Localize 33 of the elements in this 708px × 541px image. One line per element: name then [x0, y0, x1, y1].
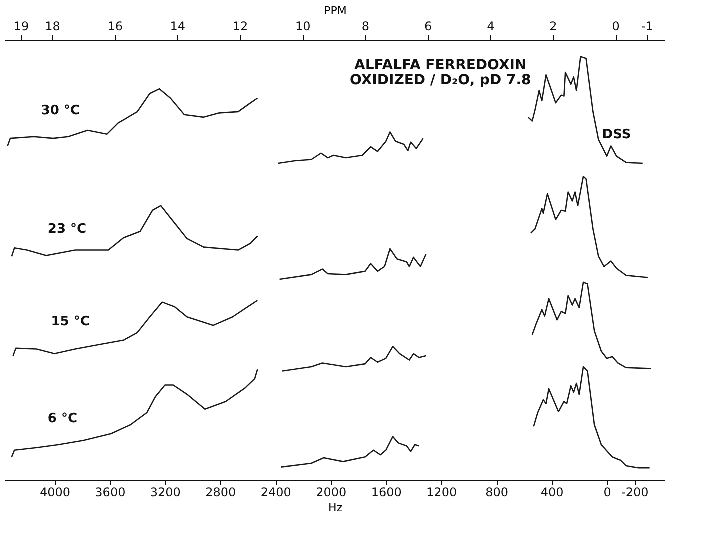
x2-tick-label: 2	[550, 20, 558, 34]
x-tick-label: 1200	[426, 486, 458, 500]
annotation: 15 °C	[51, 314, 90, 330]
x2-tick-label: 18	[45, 20, 60, 34]
x-tick-label: 2800	[206, 486, 236, 500]
x2-tick-label: 10	[295, 20, 311, 34]
x-tick-label: 1600	[371, 486, 402, 500]
x-tick-label: 2000	[316, 486, 347, 500]
x-tick-label: 3200	[150, 486, 181, 500]
annotation: DSS	[602, 128, 632, 143]
chart-title: ALFALFA FERREDOXIN	[354, 57, 527, 74]
x-tick-label: 400	[540, 486, 564, 500]
x2-tick-label: 19	[14, 20, 30, 34]
annotation: 23 °C	[48, 222, 87, 238]
x2-tick-label: 6	[424, 20, 432, 34]
x2-axis-title: PPM	[324, 4, 347, 18]
x2-tick-label: 8	[362, 20, 370, 34]
x-tick-label: 800	[486, 486, 508, 500]
text: OXIDIZED / D₂O, pD 7.8	[350, 72, 532, 89]
annotation: 30 °C	[41, 103, 80, 118]
x-tick-label: 4000	[40, 486, 70, 500]
x-tick-label: 3600	[95, 486, 126, 500]
x2-tick-label: 0	[612, 20, 620, 34]
x2-tick-label: -1	[641, 20, 654, 34]
x-tick-label: -200	[622, 486, 649, 500]
x-axis-title: Hz	[328, 502, 343, 514]
x-tick-label: 2400	[260, 486, 292, 500]
annotation: 6 °C	[48, 411, 78, 426]
x2-tick-label: 4	[487, 20, 495, 34]
x2-tick-label: 14	[170, 20, 186, 34]
x2-tick-label: 12	[232, 20, 248, 34]
x2-tick-label: 16	[108, 20, 123, 34]
x-tick-label: 0	[604, 486, 612, 500]
